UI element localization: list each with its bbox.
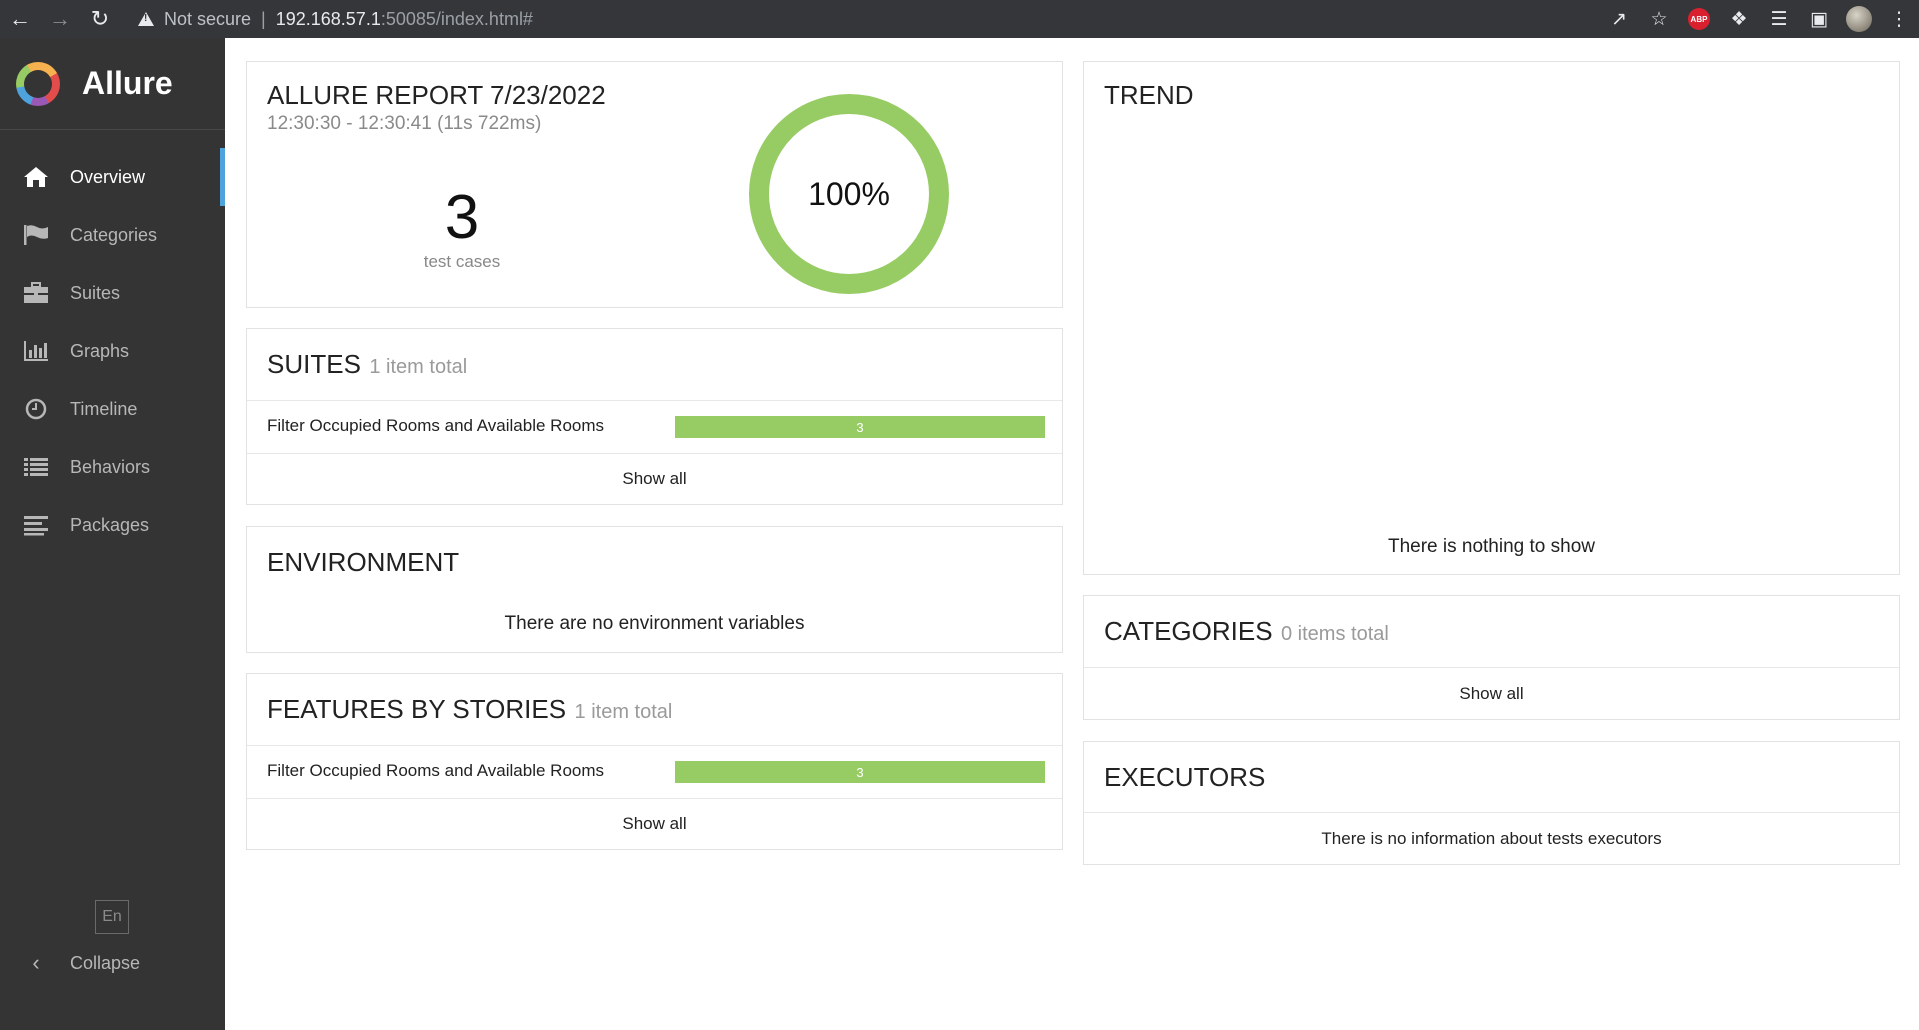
passed-bar[interactable]: 3: [675, 761, 1045, 783]
categories-widget: CATEGORIES 0 items total Show all: [1083, 595, 1900, 720]
test-case-label: test cases: [423, 252, 501, 271]
categories-title: CATEGORIES: [1104, 616, 1273, 646]
avatar: [1846, 6, 1872, 32]
report-time-range: 12:30:30 - 12:30:41 (11s 722ms): [267, 113, 542, 134]
show-all-row: Show all: [1084, 667, 1899, 721]
sidebar: Allure Overview Categories Suites Graphs: [0, 38, 225, 1030]
suites-show-all-link[interactable]: Show all: [622, 469, 687, 488]
sidebar-item-overview[interactable]: Overview: [0, 148, 225, 206]
warning-icon[interactable]: [138, 12, 154, 26]
report-title: ALLURE REPORT 7/23/2022: [267, 80, 606, 110]
executors-empty-row: There is no information about tests exec…: [1084, 812, 1899, 866]
briefcase-icon: [22, 281, 50, 305]
browser-actions: ↗ ☆ ABP ❖ ☰ ▣ ⋮: [1599, 0, 1919, 38]
pass-rate-donut[interactable]: 100%: [749, 94, 949, 294]
sidebar-item-categories[interactable]: Categories: [0, 206, 225, 264]
chevron-left-icon: ‹: [32, 950, 40, 975]
url-path[interactable]: :50085/index.html#: [380, 8, 533, 29]
table-row[interactable]: Filter Occupied Rooms and Available Room…: [247, 745, 1062, 798]
side-panel-icon[interactable]: ▣: [1810, 8, 1828, 30]
home-icon: [22, 165, 50, 189]
categories-subtitle: 0 items total: [1281, 623, 1389, 645]
features-widget: FEATURES BY STORIES 1 item total Filter …: [246, 673, 1063, 850]
browser-toolbar: ← → ↻ Not secure | 192.168.57.1:50085/in…: [0, 0, 1919, 38]
trend-widget: TREND There is nothing to show: [1083, 61, 1900, 575]
url-host[interactable]: 192.168.57.1: [275, 8, 381, 29]
logo[interactable]: Allure: [0, 38, 225, 130]
suites-subtitle: 1 item total: [369, 356, 468, 378]
list-icon: [22, 455, 50, 479]
features-header: FEATURES BY STORIES 1 item total: [267, 694, 672, 725]
features-title: FEATURES BY STORIES: [267, 694, 567, 724]
sidebar-item-label: Behaviors: [70, 456, 151, 477]
features-show-all-link[interactable]: Show all: [622, 814, 687, 833]
executors-header: EXECUTORS: [1104, 762, 1265, 793]
sidebar-item-suites[interactable]: Suites: [0, 264, 225, 322]
show-all-row: Show all: [247, 453, 1062, 506]
pass-rate-value: 100%: [808, 175, 890, 212]
environment-header: ENVIRONMENT: [267, 547, 459, 578]
logo-text: Allure: [82, 65, 173, 101]
kebab-menu-icon[interactable]: ⋮: [1889, 8, 1909, 30]
passed-bar[interactable]: 3: [675, 416, 1045, 438]
executors-widget: EXECUTORS There is no information about …: [1083, 741, 1900, 865]
address-bar[interactable]: Not secure | 192.168.57.1:50085/index.ht…: [138, 4, 533, 34]
categories-show-all-link[interactable]: Show all: [1459, 684, 1524, 703]
environment-empty-message: There are no environment variables: [504, 613, 805, 634]
sidebar-item-graphs[interactable]: Graphs: [0, 322, 225, 380]
environment-title: ENVIRONMENT: [267, 547, 460, 577]
trend-title: TREND: [1104, 80, 1194, 110]
table-row[interactable]: Filter Occupied Rooms and Available Room…: [247, 400, 1062, 453]
test-case-count: 3: [444, 183, 480, 252]
collapse-button[interactable]: ‹ Collapse: [22, 943, 140, 983]
back-arrow-icon[interactable]: ←: [9, 6, 31, 31]
bar-chart-icon: [22, 339, 50, 363]
executors-title: EXECUTORS: [1104, 762, 1266, 792]
clock-icon: [22, 397, 50, 421]
sidebar-item-timeline[interactable]: Timeline: [0, 380, 225, 438]
allure-logo-icon: [16, 61, 60, 106]
extensions-puzzle-icon[interactable]: ❖: [1730, 8, 1748, 30]
sidebar-item-label: Categories: [70, 224, 158, 245]
executors-empty-message: There is no information about tests exec…: [1321, 829, 1662, 848]
suites-title: SUITES: [267, 349, 361, 379]
star-icon[interactable]: ☆: [1650, 8, 1668, 30]
language-button[interactable]: En: [95, 900, 129, 934]
profile-avatar[interactable]: [1839, 0, 1879, 38]
trend-header: TREND: [1104, 80, 1194, 111]
sidebar-item-label: Packages: [70, 514, 150, 535]
url-separator: |: [261, 8, 266, 29]
media-queue-icon[interactable]: ☰: [1770, 8, 1788, 30]
suites-widget: SUITES 1 item total Filter Occupied Room…: [246, 328, 1063, 505]
categories-header: CATEGORIES 0 items total: [1104, 616, 1389, 647]
reload-icon[interactable]: ↻: [90, 6, 110, 31]
feature-name: Filter Occupied Rooms and Available Room…: [267, 761, 605, 780]
adblock-icon[interactable]: ABP: [1679, 0, 1719, 38]
flag-icon: [22, 223, 50, 247]
sidebar-item-label: Timeline: [70, 398, 138, 419]
forward-arrow-icon[interactable]: →: [49, 6, 71, 31]
trend-empty-message: There is nothing to show: [1387, 536, 1595, 557]
share-icon[interactable]: ↗: [1611, 8, 1627, 30]
sidebar-item-packages[interactable]: Packages: [0, 496, 225, 554]
security-label[interactable]: Not secure: [164, 8, 252, 29]
align-left-icon: [22, 513, 50, 537]
summary-header: ALLURE REPORT 7/23/2022 12:30:30 - 12:30…: [267, 80, 606, 135]
sidebar-item-behaviors[interactable]: Behaviors: [0, 438, 225, 496]
sidebar-item-label: Suites: [70, 282, 121, 303]
features-subtitle: 1 item total: [574, 701, 673, 723]
collapse-label: Collapse: [70, 952, 141, 973]
suite-name: Filter Occupied Rooms and Available Room…: [267, 416, 605, 435]
show-all-row: Show all: [247, 798, 1062, 851]
sidebar-menu: Overview Categories Suites Graphs Timeli…: [0, 148, 225, 554]
environment-widget: ENVIRONMENT There are no environment var…: [246, 526, 1063, 653]
sidebar-item-label: Overview: [70, 166, 146, 187]
suites-header: SUITES 1 item total: [267, 349, 467, 380]
summary-widget: ALLURE REPORT 7/23/2022 12:30:30 - 12:30…: [246, 61, 1063, 308]
sidebar-item-label: Graphs: [70, 340, 130, 361]
